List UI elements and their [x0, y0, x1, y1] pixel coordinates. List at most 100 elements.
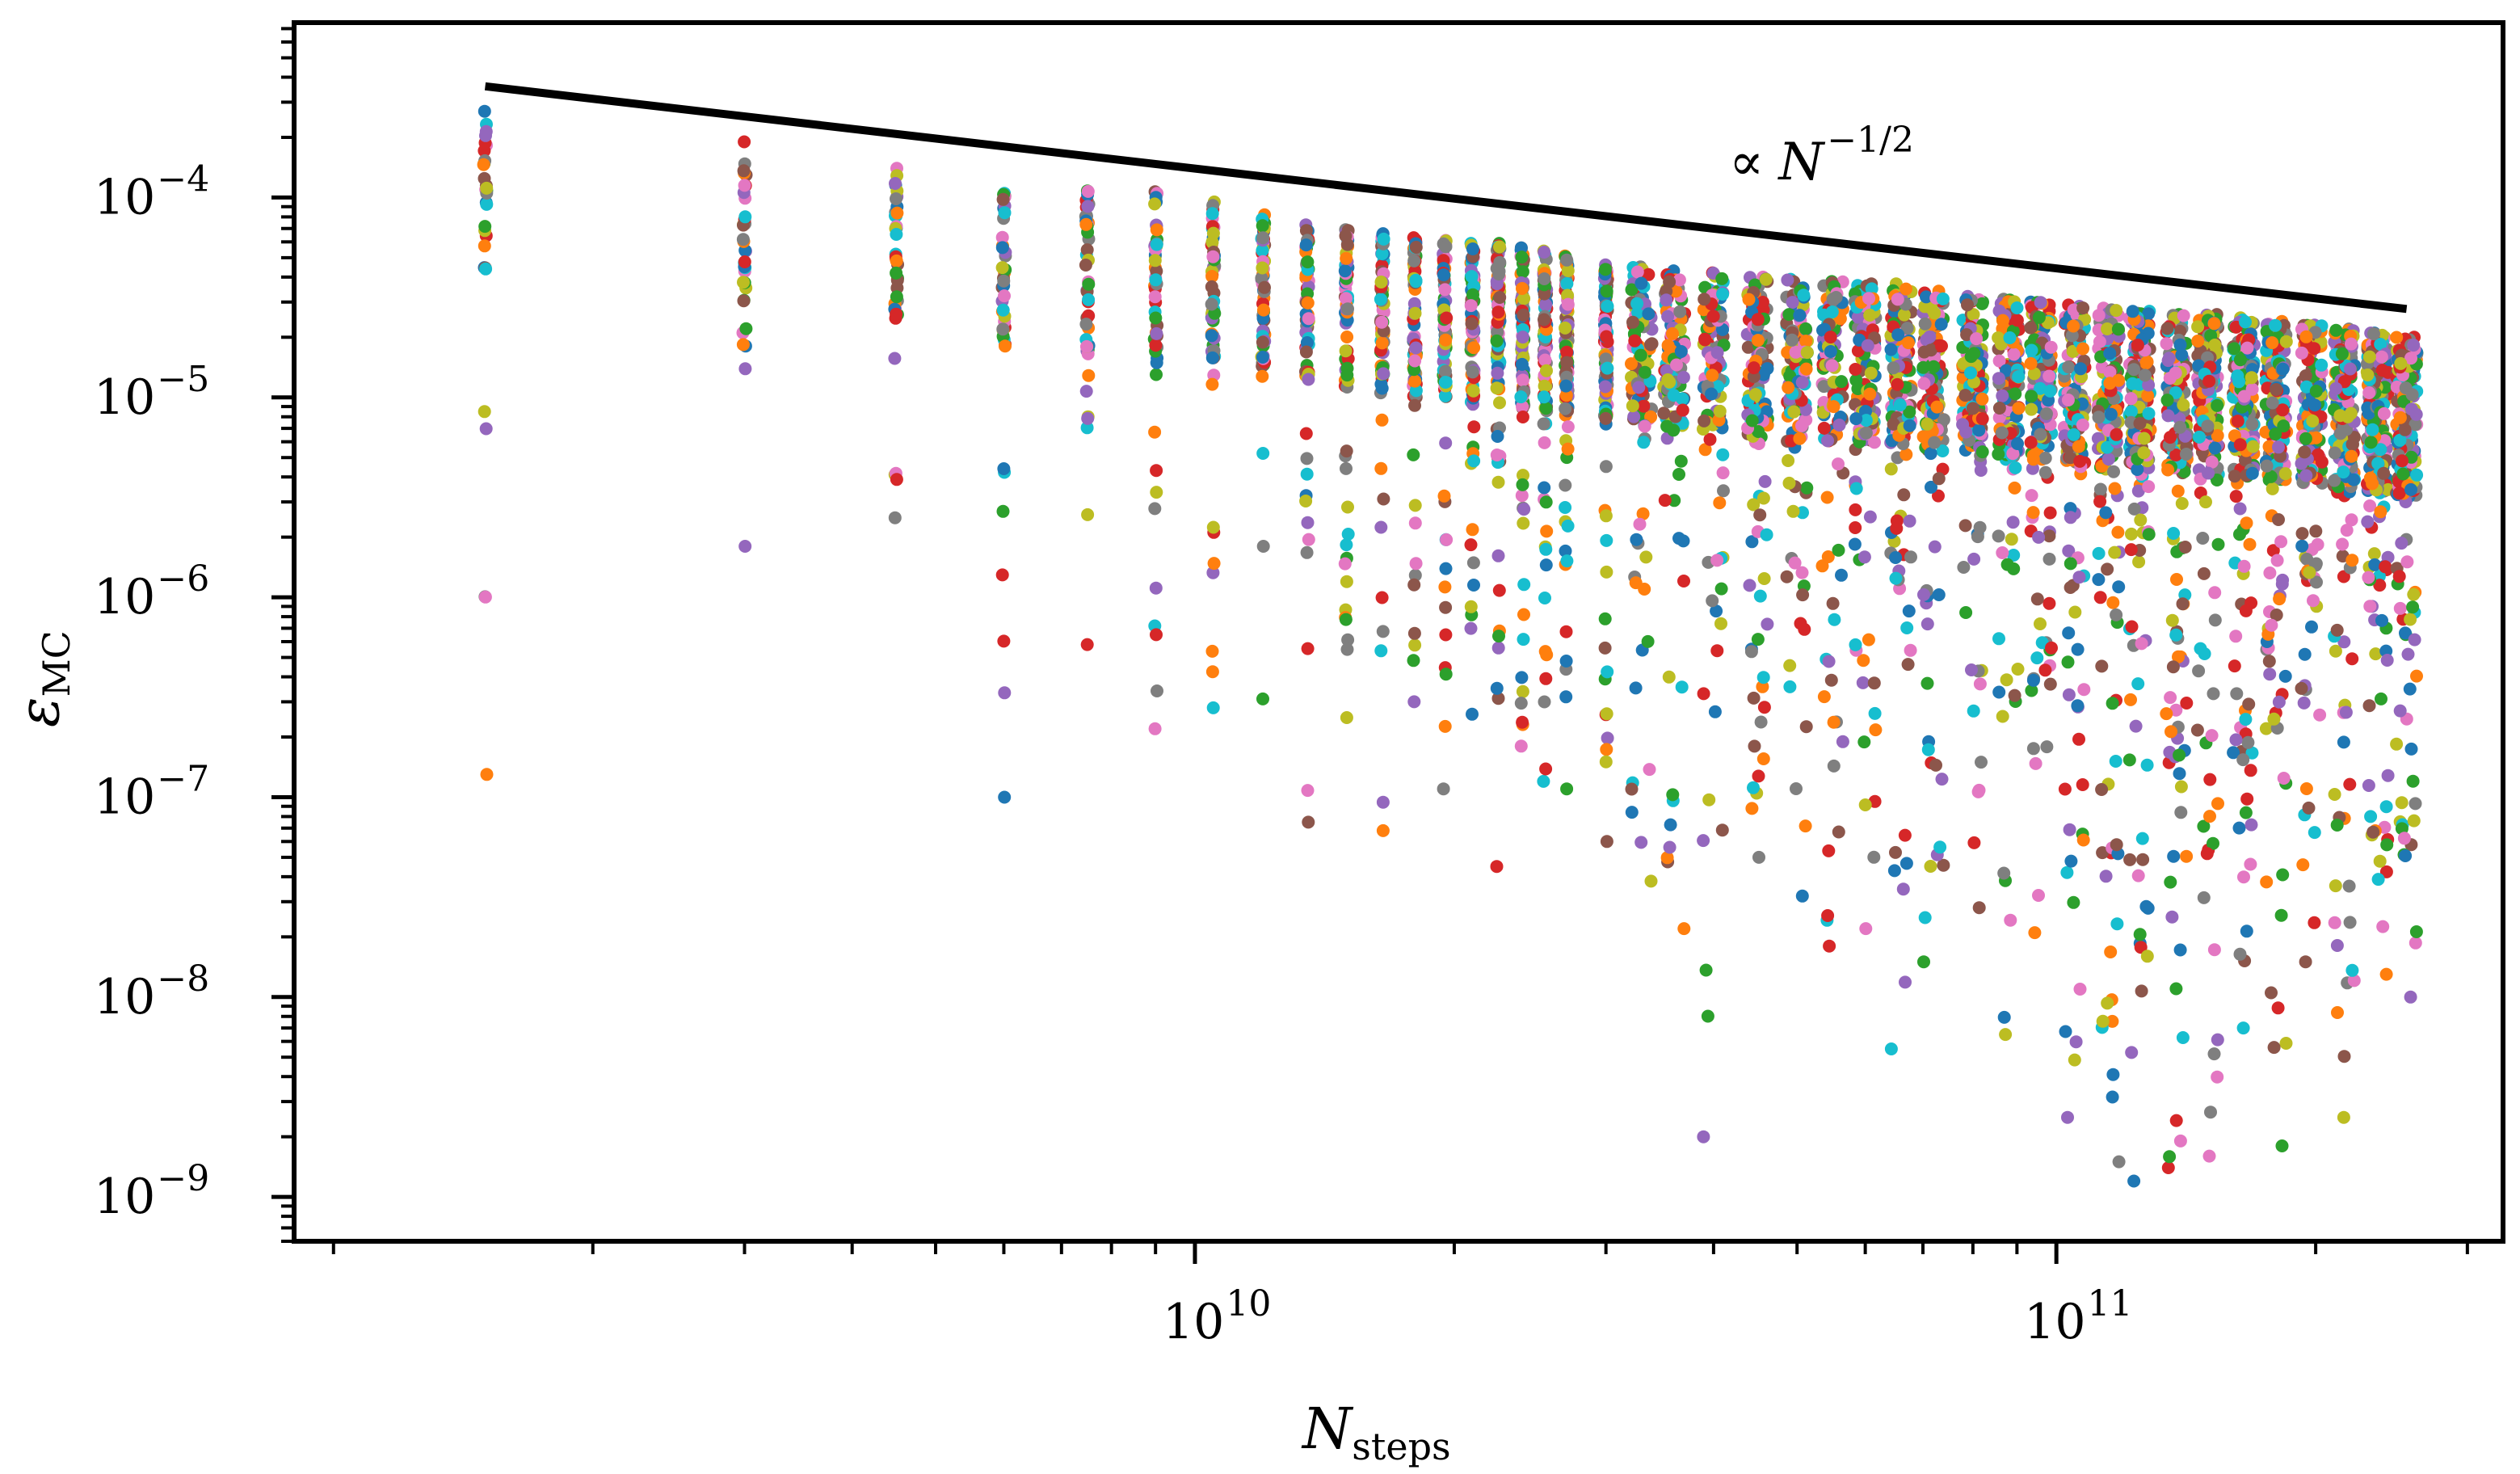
data-point: [1080, 339, 1093, 353]
data-point: [1300, 467, 1314, 481]
data-point: [2160, 322, 2174, 335]
data-point: [2237, 870, 2250, 884]
data-point: [1149, 273, 1163, 287]
data-point: [1858, 798, 1872, 811]
data-point: [2043, 596, 2056, 610]
data-point: [2009, 461, 2022, 474]
data-point: [1539, 495, 1553, 509]
data-point: [2139, 899, 2153, 913]
data-point: [2310, 575, 2323, 589]
data-point: [2101, 322, 2114, 335]
data-point: [1340, 238, 1354, 251]
data-point: [2239, 315, 2252, 329]
data-point: [1748, 388, 1762, 402]
data-point: [995, 261, 1009, 275]
data-point: [995, 230, 1009, 244]
data-point: [2108, 545, 2122, 559]
data-point: [2165, 613, 2179, 627]
data-point: [1799, 720, 1813, 734]
data-point: [2295, 539, 2309, 553]
data-point: [1782, 476, 1796, 490]
data-point: [1741, 340, 1755, 354]
data-point: [2404, 990, 2417, 1004]
data-point: [480, 197, 494, 211]
data-point: [1516, 400, 1529, 414]
data-point: [738, 210, 752, 224]
data-point: [1901, 658, 1915, 672]
data-point: [2240, 516, 2253, 530]
data-point: [1698, 414, 1711, 427]
data-point: [2106, 596, 2120, 609]
data-point: [1150, 223, 1163, 237]
data-point: [2026, 742, 2040, 756]
data-point: [1493, 255, 1507, 269]
data-point: [2330, 939, 2344, 952]
data-point: [1975, 297, 1989, 310]
data-point: [1851, 344, 1865, 358]
data-point: [2034, 296, 2047, 310]
data-point: [2096, 1014, 2110, 1028]
data-point: [2173, 748, 2186, 762]
data-point: [2279, 335, 2293, 348]
data-point: [2093, 495, 2107, 508]
data-point: [1559, 321, 1572, 335]
data-point: [1795, 889, 1809, 903]
data-point: [2161, 1161, 2175, 1174]
data-point: [2137, 446, 2151, 460]
data-point: [1340, 538, 1353, 552]
data-point: [2071, 699, 2085, 713]
data-point: [2204, 1106, 2217, 1119]
data-point: [1903, 514, 1916, 528]
data-point: [1642, 307, 1655, 321]
data-point: [1706, 594, 1719, 608]
data-point: [2395, 537, 2409, 550]
data-point: [1079, 385, 1093, 398]
data-point: [2030, 651, 2044, 665]
data-point: [2099, 506, 2113, 520]
data-point: [1835, 568, 1848, 582]
data-point: [1817, 421, 1831, 435]
data-point: [1697, 1130, 1710, 1143]
data-point: [2040, 740, 2054, 754]
data-point: [1897, 308, 1911, 322]
data-point: [1822, 655, 1836, 668]
data-point: [1081, 184, 1095, 198]
data-point: [1933, 840, 1947, 854]
data-point: [2012, 402, 2026, 415]
data-point: [1517, 308, 1530, 322]
data-point: [1889, 551, 1903, 564]
data-point: [2140, 758, 2154, 772]
data-point: [1625, 357, 1638, 371]
data-point: [1753, 589, 1767, 603]
data-point: [1205, 377, 1219, 391]
data-point: [2099, 870, 2113, 883]
data-point: [1997, 1010, 2011, 1024]
data-point: [2175, 497, 2189, 510]
data-point: [1664, 818, 1677, 832]
data-point: [1440, 311, 1454, 325]
data-point: [1407, 578, 1421, 592]
data-point: [1517, 516, 1530, 530]
data-point: [2369, 647, 2383, 661]
data-point: [1339, 292, 1353, 305]
data-point: [1539, 542, 1553, 556]
data-point: [1715, 272, 1729, 285]
data-point: [2194, 642, 2207, 655]
data-point: [2208, 441, 2222, 455]
data-point: [1148, 290, 1162, 304]
data-point: [2161, 463, 2175, 477]
data-point: [1743, 579, 1756, 592]
data-point: [889, 177, 902, 190]
data-point: [2063, 823, 2076, 836]
data-point: [2176, 1031, 2190, 1044]
data-point: [1714, 582, 1728, 596]
data-point: [1148, 722, 1162, 735]
data-point: [2367, 547, 2381, 561]
data-point: [1633, 517, 1647, 531]
data-point: [2228, 659, 2241, 673]
data-point: [890, 266, 903, 280]
data-point: [2043, 506, 2057, 520]
data-point: [2233, 528, 2246, 541]
data-point: [1710, 554, 1724, 567]
data-point: [1559, 655, 1573, 668]
